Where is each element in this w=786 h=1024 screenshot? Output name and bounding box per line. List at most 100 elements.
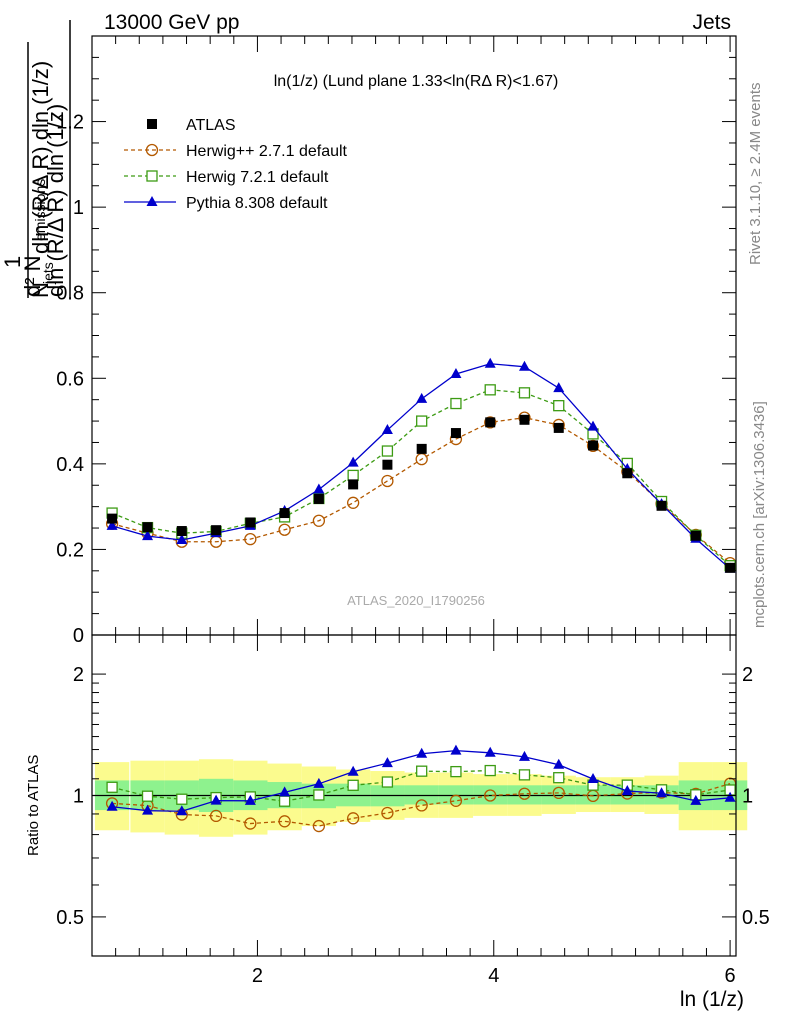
- point-herwig-2-7-1-default-14: [586, 439, 600, 453]
- analysis-watermark: ATLAS_2020_I1790256: [347, 593, 485, 608]
- ratio-point-pythia-8-308-default-3: [210, 794, 222, 805]
- ratio-point-herwig-2-7-1-default-13: [552, 786, 565, 800]
- point-herwig-2-7-1-default-11: [484, 416, 497, 429]
- ratio-point-pythia-8-308-default-12: [518, 750, 530, 761]
- point-pythia-8-308-default-14: [587, 420, 599, 431]
- rivet-label: Rivet 3.1.10, ≥ 2.4M events: [747, 83, 764, 266]
- point-pythia-8-308-default-12: [518, 360, 530, 371]
- axes-layer: 0 0.2 0.4 0.6 0.8 1 1.2 0.5 0.5 1 1 2 2 2 4 6: [56, 35, 770, 987]
- ratio-point-pythia-8-308-default-4: [244, 794, 256, 805]
- band-stat-9: [404, 785, 439, 805]
- ratio-ytick-label: 0.5: [56, 907, 84, 929]
- point-herwig-7-2-1-default-13: [553, 400, 565, 412]
- legend-label-atlas: ATLAS: [186, 117, 236, 134]
- point-herwig-7-2-1-default-7: [347, 469, 359, 482]
- ratio-point-herwig-7-2-1-default-7: [347, 779, 359, 791]
- ratio-point-herwig-2-7-1-default-4: [244, 817, 257, 830]
- point-pythia-8-308-default-11: [484, 357, 496, 368]
- main-ytick-label: 0.6: [56, 368, 84, 390]
- legend-marker-herwig-2-7-1-default: [145, 143, 159, 157]
- ratio-point-herwig-7-2-1-default-2: [176, 793, 188, 805]
- ratio-point-herwig-7-2-1-default-11: [484, 764, 496, 777]
- point-herwig-2-7-1-default-4: [244, 533, 257, 546]
- point-atlas-3: [211, 525, 222, 536]
- point-atlas-14: [588, 440, 599, 451]
- ratio-point-pythia-8-308-default-18: [724, 791, 736, 802]
- point-pythia-8-308-default-8: [381, 424, 393, 435]
- ratio-point-herwig-2-7-1-default-7: [346, 812, 360, 825]
- ratio-point-pythia-8-308-default-16: [656, 787, 668, 798]
- jets-label: Jets: [692, 11, 731, 34]
- point-atlas-9: [416, 443, 427, 454]
- ratio-point-pythia-8-308-default-5: [279, 786, 291, 797]
- ratio-point-herwig-7-2-1-default-9: [416, 765, 428, 777]
- ratio-point-pythia-8-308-default-11: [484, 746, 496, 757]
- ratio-point-herwig-2-7-1-default-8: [381, 806, 394, 820]
- point-atlas-12: [519, 414, 530, 425]
- point-atlas-4: [245, 517, 256, 528]
- legend-entry-pythia-8-308-default: Pythia 8.308 default: [124, 195, 328, 212]
- energy-label: 13000 GeV pp: [104, 11, 239, 34]
- ratio-uncertainty-bands: [92, 759, 748, 837]
- main-ytick-label: 0: [73, 625, 84, 647]
- ratio-point-herwig-2-7-1-default-12: [518, 787, 531, 800]
- ratio-point-herwig-2-7-1-default-5: [278, 815, 291, 828]
- point-atlas-15: [622, 468, 633, 479]
- main-ytick-label: 1.2: [56, 112, 84, 134]
- y-label-denominator-n: N: [28, 282, 53, 298]
- point-pythia-8-308-default-1: [142, 530, 154, 541]
- point-atlas-17: [690, 530, 701, 541]
- ratio-point-pythia-8-308-default-8: [381, 757, 393, 768]
- point-herwig-7-2-1-default-12: [518, 387, 531, 399]
- ratio-point-pythia-8-308-default-0: [106, 800, 118, 811]
- ratio-point-pythia-8-308-default-7: [347, 765, 359, 776]
- legend-marker-atlas: [147, 119, 157, 129]
- ratio-point-pythia-8-308-default-9: [416, 747, 428, 758]
- main-ytick-label: 1: [73, 197, 84, 219]
- point-atlas-0: [107, 513, 118, 524]
- ratio-point-herwig-2-7-1-default-9: [415, 799, 428, 812]
- ratio-point-herwig-7-2-1-default-6: [313, 789, 325, 801]
- band-stat-14: [575, 785, 611, 805]
- ratio-point-herwig-2-7-1-default-3: [209, 809, 223, 823]
- y-label-emissions-sub: emissions: [32, 179, 48, 241]
- series-atlas: [107, 414, 736, 573]
- ratio-series-pythia-8-308-default: [106, 744, 736, 816]
- legend-marker-herwig-7-2-1-default: [146, 170, 158, 182]
- ratio-point-herwig-7-2-1-default-8: [381, 776, 394, 788]
- main-y-axis-label: d² N emissions dln (R/Δ R) dln (1/z) 1 N…: [0, 20, 71, 298]
- ratio-point-pythia-8-308-default-14: [587, 772, 599, 783]
- legend-entry-herwig-7-2-1-default: Herwig 7.2.1 default: [124, 169, 329, 186]
- series-herwig-7-2-1-default: [106, 384, 736, 572]
- point-atlas-10: [450, 428, 461, 439]
- ratio-point-pythia-8-308-default-6: [313, 777, 325, 788]
- y-label-numerator-d2: d² N: [20, 255, 45, 297]
- point-herwig-7-2-1-default-9: [416, 415, 428, 427]
- legend-entry-herwig-2-7-1-default: Herwig++ 2.7.1 default: [124, 143, 348, 160]
- point-herwig-7-2-1-default-11: [484, 384, 496, 396]
- ratio-point-pythia-8-308-default-15: [621, 785, 633, 796]
- xtick-label: 6: [725, 965, 736, 987]
- legend-label-pythia-8-308-default: Pythia 8.308 default: [186, 195, 328, 212]
- band-stat-12: [507, 785, 542, 805]
- ratio-ytick-label: 1: [73, 786, 84, 808]
- point-pythia-8-308-default-9: [416, 392, 428, 403]
- ratio-point-herwig-2-7-1-default-10: [449, 794, 463, 807]
- legend-marker-pythia-8-308-default: [146, 196, 158, 206]
- ratio-point-pythia-8-308-default-1: [142, 804, 154, 815]
- point-herwig-2-7-1-default-6: [312, 514, 326, 527]
- ratio-ytick-label-right: 1: [742, 786, 753, 808]
- ratio-ytick-label-right: 0.5: [742, 907, 770, 929]
- point-herwig-2-7-1-default-8: [381, 474, 394, 488]
- ratio-point-herwig-7-2-1-default-5: [278, 795, 291, 807]
- ratio-point-herwig-7-2-1-default-0: [106, 781, 118, 793]
- point-herwig-7-2-1-default-10: [450, 397, 462, 410]
- point-pythia-8-308-default-0: [106, 519, 118, 530]
- y-label-one: 1: [0, 256, 25, 268]
- point-pythia-8-308-default-6: [313, 483, 325, 494]
- main-ytick-label: 0.8: [56, 283, 84, 305]
- point-pythia-8-308-default-7: [347, 456, 359, 467]
- point-atlas-5: [279, 508, 290, 519]
- ratio-point-herwig-2-7-1-default-11: [484, 789, 497, 802]
- ratio-point-pythia-8-308-default-17: [690, 794, 702, 805]
